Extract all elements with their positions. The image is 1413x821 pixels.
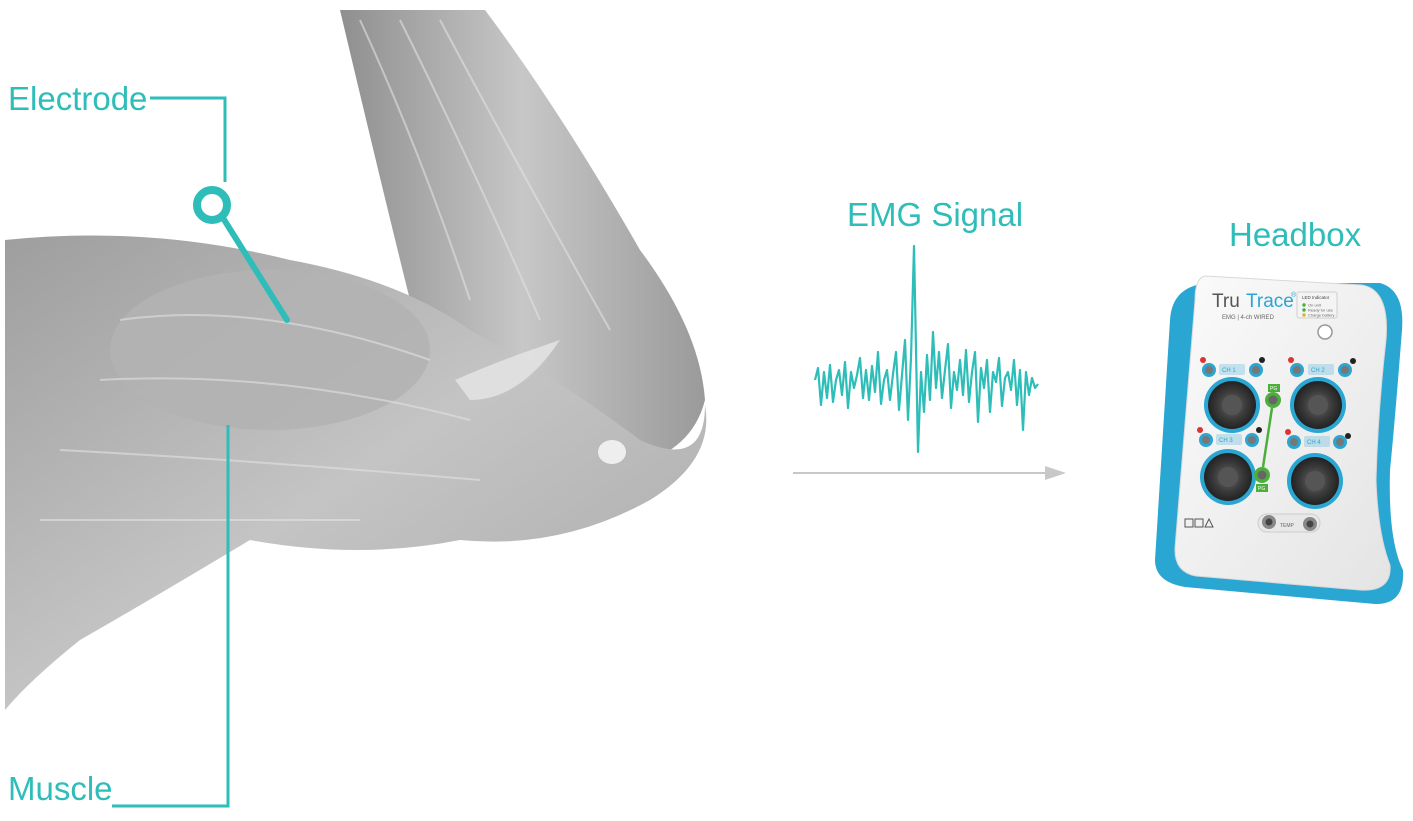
- svg-text:Trace: Trace: [1246, 291, 1294, 312]
- svg-text:®: ®: [1291, 291, 1297, 299]
- headbox-label: Headbox: [1229, 216, 1362, 253]
- device-brand: Tru Trace ® EMG | 4-ch WIRED: [1212, 291, 1297, 321]
- emg-signal-label: EMG Signal: [847, 196, 1024, 233]
- svg-text:CH 2: CH 2: [1311, 368, 1325, 374]
- svg-text:LED Indicator: LED Indicator: [1302, 295, 1330, 300]
- muscle-label: Muscle: [8, 770, 113, 807]
- svg-text:PG: PG: [1270, 386, 1277, 392]
- svg-text:On unit: On unit: [1308, 303, 1322, 308]
- channel-1: CH 1: [1200, 357, 1265, 433]
- channel-4: CH 4: [1285, 429, 1351, 509]
- muscle-callout-line: [112, 425, 230, 808]
- svg-text:CH 1: CH 1: [1222, 368, 1236, 374]
- svg-text:CH 4: CH 4: [1307, 440, 1321, 446]
- svg-text:Tru: Tru: [1212, 291, 1240, 312]
- svg-text:Charge battery: Charge battery: [1308, 313, 1334, 318]
- channel-2: CH 2: [1288, 357, 1356, 433]
- electrode-label: Electrode: [8, 80, 148, 117]
- svg-text:PG: PG: [1258, 486, 1265, 492]
- electrode-callout-line: [150, 96, 227, 182]
- safety-symbols: [1184, 517, 1214, 528]
- svg-text:CH 3: CH 3: [1219, 438, 1233, 444]
- power-button[interactable]: [1317, 324, 1333, 340]
- svg-text:Ready for use: Ready for use: [1308, 308, 1334, 313]
- temp-port: TEMP: [1257, 513, 1321, 533]
- led-indicator-panel: LED Indicator On unit Ready for use Char…: [1296, 291, 1338, 319]
- svg-text:EMG | 4-ch WIRED: EMG | 4-ch WIRED: [1222, 315, 1275, 321]
- pg-ground-link: PG PG: [1254, 384, 1281, 492]
- channel-3: CH 3: [1197, 427, 1262, 505]
- electrode-icon: [193, 186, 290, 323]
- svg-text:TEMP: TEMP: [1280, 523, 1295, 529]
